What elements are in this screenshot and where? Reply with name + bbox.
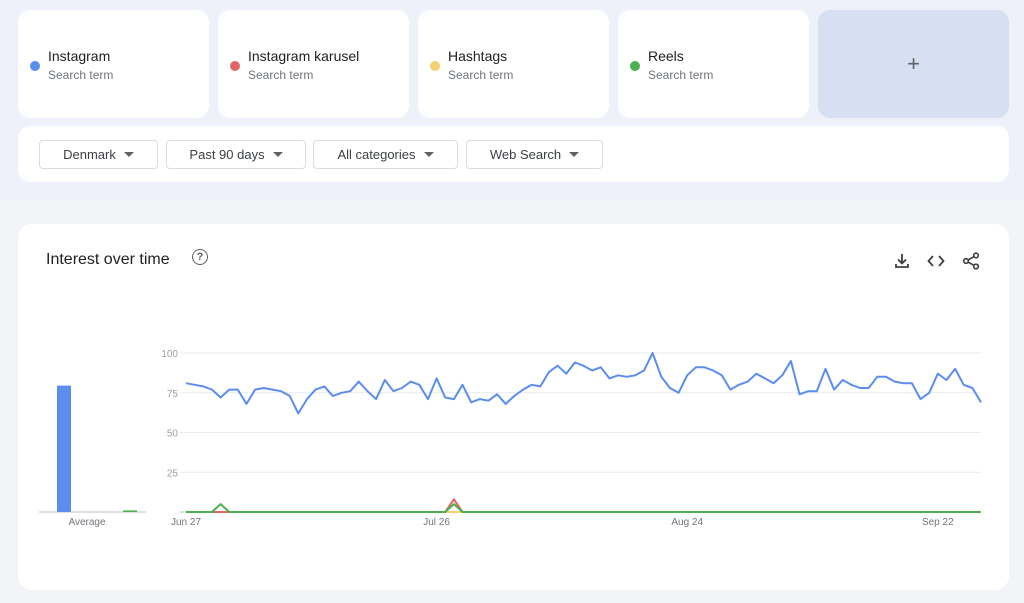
- help-icon[interactable]: ?: [192, 249, 208, 265]
- reels-color-dot: [630, 61, 640, 71]
- series-line-reels: [186, 503, 981, 513]
- interest-over-time-panel: Interest over time ? Average 100 75 50 25 Ju…: [18, 224, 1009, 590]
- source-filter[interactable]: Web Search: [466, 140, 603, 169]
- term-name: Hashtags: [448, 48, 508, 64]
- term-card-hashtags[interactable]: Hashtags Search term: [418, 10, 609, 118]
- term-subtitle: Search term: [448, 68, 514, 82]
- interest-line-chart: 100 75 50 25 Jun 27 Jul 26 Aug 24 Sep 22: [161, 349, 982, 528]
- term-subtitle: Search term: [48, 68, 114, 82]
- caret-down-icon: [272, 152, 283, 157]
- term-name: Instagram karusel: [248, 48, 360, 64]
- caret-down-icon: [423, 152, 434, 157]
- y-tick-label: 25: [167, 468, 179, 479]
- term-subtitle: Search term: [648, 68, 714, 82]
- average-label: Average: [68, 517, 106, 528]
- term-card-instagram[interactable]: Instagram Search term: [18, 10, 209, 118]
- embed-icon[interactable]: [927, 252, 945, 270]
- panel-title: Interest over time: [46, 251, 170, 268]
- caret-down-icon: [569, 152, 580, 157]
- time-filter[interactable]: Past 90 days: [166, 140, 306, 169]
- x-tick-label: Jul 26: [423, 517, 450, 528]
- filter-bar: Denmark Past 90 days All categories Web …: [18, 126, 1009, 182]
- y-tick-label: 100: [161, 349, 178, 360]
- x-tick-label: Aug 24: [671, 517, 703, 528]
- series-line-instagram-karusel: [186, 498, 981, 513]
- time-filter-label: Past 90 days: [189, 147, 265, 162]
- term-name: Reels: [648, 48, 684, 64]
- average-bar-reels: [123, 510, 137, 512]
- y-tick-label: 50: [167, 429, 179, 440]
- instagram-karusel-color-dot: [230, 61, 240, 71]
- category-filter-label: All categories: [337, 147, 416, 162]
- share-icon[interactable]: [962, 252, 980, 270]
- plus-icon: +: [907, 51, 920, 76]
- term-subtitle: Search term: [248, 68, 314, 82]
- source-filter-label: Web Search: [489, 147, 562, 162]
- help-icon-glyph: ?: [196, 251, 204, 263]
- y-tick-label: 75: [167, 389, 179, 400]
- average-bar-chart: Average: [39, 385, 146, 528]
- x-tick-label: Sep 22: [922, 517, 954, 528]
- region-filter[interactable]: Denmark: [39, 140, 158, 169]
- term-card-reels[interactable]: Reels Search term: [618, 10, 809, 118]
- hashtags-color-dot: [430, 61, 440, 71]
- add-comparison-button[interactable]: +: [818, 10, 1009, 118]
- series-line-instagram: [185, 352, 982, 415]
- region-filter-label: Denmark: [63, 147, 116, 162]
- download-icon[interactable]: [893, 252, 911, 270]
- term-card-instagram-karusel[interactable]: Instagram karusel Search term: [218, 10, 409, 118]
- category-filter[interactable]: All categories: [313, 140, 458, 169]
- instagram-color-dot: [30, 61, 40, 71]
- average-bar-instagram: [57, 385, 71, 512]
- x-tick-label: Jun 27: [171, 517, 201, 528]
- caret-down-icon: [123, 152, 134, 157]
- term-name: Instagram: [48, 48, 111, 64]
